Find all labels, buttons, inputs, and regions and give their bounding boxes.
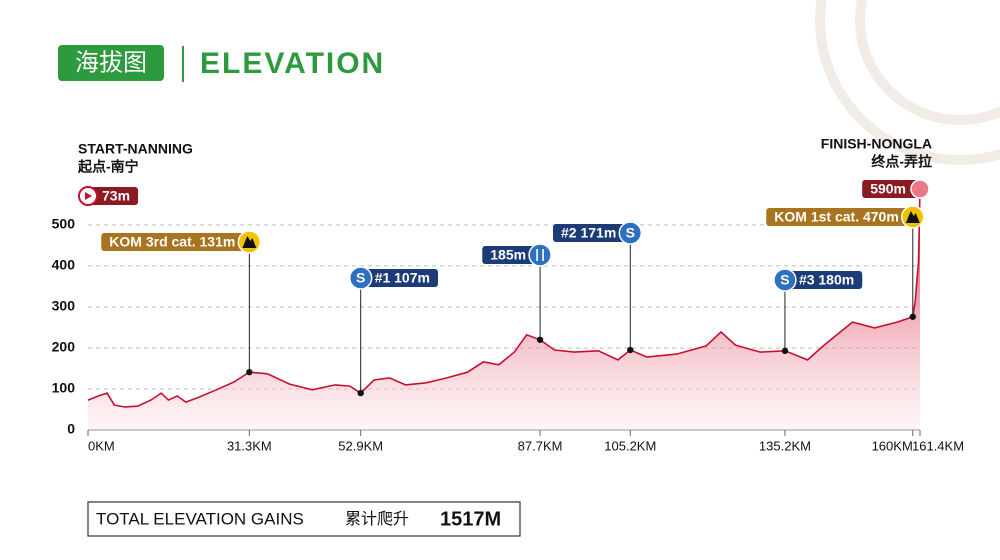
x-tick-label: 135.2KM xyxy=(759,438,811,453)
x-tick-label: 105.2KM xyxy=(604,438,656,453)
start-elevation-group: 73m xyxy=(88,187,139,205)
x-tick-label: 160KM xyxy=(872,438,913,453)
marker-label-bg xyxy=(482,246,541,264)
finish-elevation-group: 590m xyxy=(862,180,920,198)
sprint-badge: S xyxy=(356,270,365,286)
finish-icon xyxy=(910,179,930,199)
marker-label-bg xyxy=(101,233,250,251)
marker-dot xyxy=(909,313,916,320)
header-badge-bg xyxy=(58,45,164,81)
marker-label-group: #3 180m xyxy=(784,271,863,289)
y-tick-label: 300 xyxy=(52,298,76,314)
marker-label-group: #1 107m xyxy=(360,269,438,287)
marker-dot xyxy=(781,347,789,355)
finish-name: FINISH-NONGLA xyxy=(821,136,932,152)
marker-label: #3 180m xyxy=(799,272,854,288)
marker-label-group: 185m xyxy=(482,246,541,264)
marker-dot xyxy=(357,389,364,397)
marker-label: 185m xyxy=(490,247,526,263)
start-elevation: 73m xyxy=(102,188,130,204)
elevation-line xyxy=(87,187,921,408)
total-label: TOTAL ELEVATION GAINS xyxy=(96,509,304,528)
x-tick-label: 31.3KM xyxy=(227,438,272,453)
header-badge: 海拔图 xyxy=(75,49,147,76)
marker-label-group: KOM 1st cat. 470m xyxy=(766,208,913,226)
elevation-area xyxy=(88,188,920,430)
kom-icon-mountain xyxy=(242,236,257,248)
marker-label: KOM 3rd cat. 131m xyxy=(109,234,235,250)
y-tick-label: 100 xyxy=(52,380,76,396)
marker-label-bg xyxy=(553,224,631,242)
sprint-icon xyxy=(348,266,373,290)
marker-label: #1 107m xyxy=(375,270,430,286)
sprint-badge: S xyxy=(780,272,789,288)
start-name: START-NANNING xyxy=(78,141,193,157)
total-value: 1517M xyxy=(440,508,501,530)
marker-dot xyxy=(627,346,634,354)
start-name-cn: 起点-南宁 xyxy=(77,159,139,175)
x-tick-label: 52.9KM xyxy=(338,438,383,453)
sprint-icon xyxy=(773,268,797,292)
kom-icon-mountain xyxy=(905,211,920,223)
marker-label: #2 171m xyxy=(561,225,616,241)
marker-label: KOM 1st cat. 470m xyxy=(774,209,899,225)
marker-dot xyxy=(246,368,253,376)
marker-dot xyxy=(536,336,544,343)
y-tick-label: 200 xyxy=(52,339,76,355)
x-tick-label: 161.4KM xyxy=(912,438,964,453)
y-tick-label: 0 xyxy=(67,421,75,437)
sprint-badge: S xyxy=(626,225,635,241)
header-title: ELEVATION xyxy=(200,47,385,80)
total-label-cn: 累计爬升 xyxy=(345,510,409,528)
start-elevation-bg xyxy=(88,187,139,205)
marker-label-group: #2 171m xyxy=(553,224,631,242)
finish-elevation: 590m xyxy=(870,181,906,197)
marker-label-bg xyxy=(784,271,863,289)
watermark xyxy=(815,0,1000,165)
total-box xyxy=(87,501,521,537)
finish-elevation-bg xyxy=(862,180,920,198)
x-tick-label: 0KM xyxy=(88,438,115,453)
y-tick-label: 500 xyxy=(52,216,76,232)
y-tick-label: 400 xyxy=(52,257,76,273)
marker-label-bg xyxy=(360,269,438,287)
start-icon-play xyxy=(85,192,92,200)
feed-icon xyxy=(528,243,552,267)
marker-label-bg xyxy=(766,208,913,226)
x-tick-label: 87.7KM xyxy=(518,438,563,453)
marker-label-group: KOM 3rd cat. 131m xyxy=(101,233,250,251)
sprint-icon xyxy=(618,221,643,245)
finish-name-cn: 终点-弄拉 xyxy=(871,154,932,170)
